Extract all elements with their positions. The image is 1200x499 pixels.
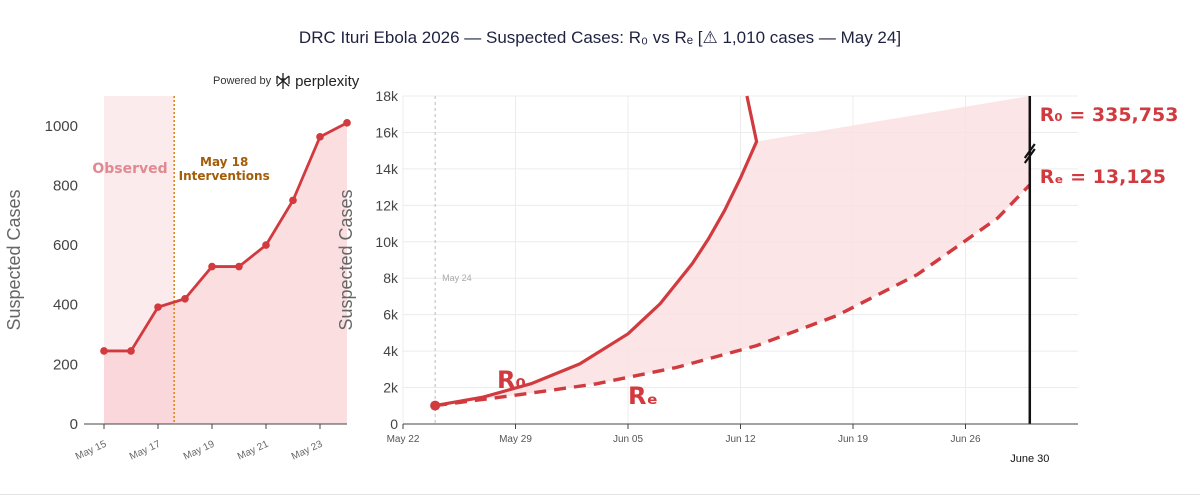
- data-point: [316, 133, 324, 141]
- x-tick-label: Jun 05: [613, 434, 643, 445]
- y-tick-label: 2k: [383, 380, 399, 396]
- may24-label: May 24: [442, 273, 472, 283]
- intervention-date-label: May 18: [200, 155, 248, 169]
- y-tick-label: 4k: [383, 343, 399, 359]
- y-tick-label: 200: [53, 356, 78, 373]
- perplexity-logo-icon: [276, 73, 290, 89]
- data-point: [154, 303, 162, 311]
- data-point: [181, 294, 189, 303]
- data-point: [100, 347, 108, 355]
- re-end-value: Rₑ = 13,125: [1040, 166, 1166, 188]
- x-tick-label: Jun 19: [838, 434, 868, 445]
- x-tick-label: Jun 12: [725, 434, 755, 445]
- y-axis-title: Suspected Cases: [336, 189, 356, 330]
- y-axis-title: Suspected Cases: [4, 189, 24, 330]
- data-point: [262, 241, 270, 249]
- axis-break-mark: [1023, 143, 1036, 159]
- powered-by-brand: perplexity: [295, 72, 360, 90]
- data-point: [235, 262, 243, 271]
- powered-by[interactable]: Powered by perplexity: [213, 72, 359, 90]
- y-tick-label: 14k: [375, 161, 399, 177]
- intervention-text-label: Interventions: [179, 169, 270, 183]
- axis-break-mark: [1023, 148, 1036, 164]
- y-tick-label: 800: [53, 177, 78, 194]
- x-tick-label: May 22: [387, 434, 420, 445]
- y-tick-label: 1000: [45, 118, 78, 135]
- r0-series-label: R₀: [497, 366, 526, 394]
- data-point: [289, 196, 297, 205]
- r0-line: [434, 95, 759, 408]
- y-tick-label: 12k: [375, 197, 399, 213]
- y-tick-label: 6k: [383, 307, 399, 323]
- re-series-label: Rₑ: [628, 382, 658, 410]
- data-point: [343, 119, 351, 127]
- y-tick-label: 8k: [383, 270, 399, 286]
- divider: [0, 494, 1200, 495]
- cases-line: [104, 121, 348, 353]
- projection-band: [435, 96, 1030, 406]
- re-line: [434, 183, 1032, 408]
- y-tick-label: 0: [390, 416, 398, 432]
- start-point: [430, 400, 441, 411]
- r0-end-value: R₀ = 335,753: [1040, 104, 1179, 126]
- observed-label: Observed: [92, 161, 167, 177]
- y-tick-label: 400: [53, 297, 78, 314]
- y-tick-label: 16k: [375, 124, 399, 140]
- x-tick-label: May 29: [499, 434, 532, 445]
- y-tick-label: 10k: [375, 234, 399, 250]
- data-point: [208, 262, 216, 271]
- powered-by-label: Powered by: [213, 75, 272, 87]
- x-tick-label: Jun 26: [950, 434, 980, 445]
- y-tick-label: 18k: [375, 88, 399, 104]
- y-tick-label: 0: [70, 416, 78, 433]
- y-tick-label: 600: [53, 237, 78, 254]
- cases-area: [104, 122, 347, 424]
- data-point: [127, 347, 135, 355]
- june30-label: June 30: [1010, 453, 1049, 465]
- chart-title: DRC Ituri Ebola 2026 — Suspected Cases: …: [298, 28, 902, 47]
